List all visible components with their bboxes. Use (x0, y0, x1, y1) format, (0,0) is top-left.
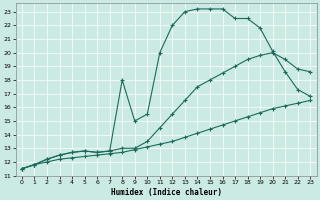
X-axis label: Humidex (Indice chaleur): Humidex (Indice chaleur) (111, 188, 221, 197)
